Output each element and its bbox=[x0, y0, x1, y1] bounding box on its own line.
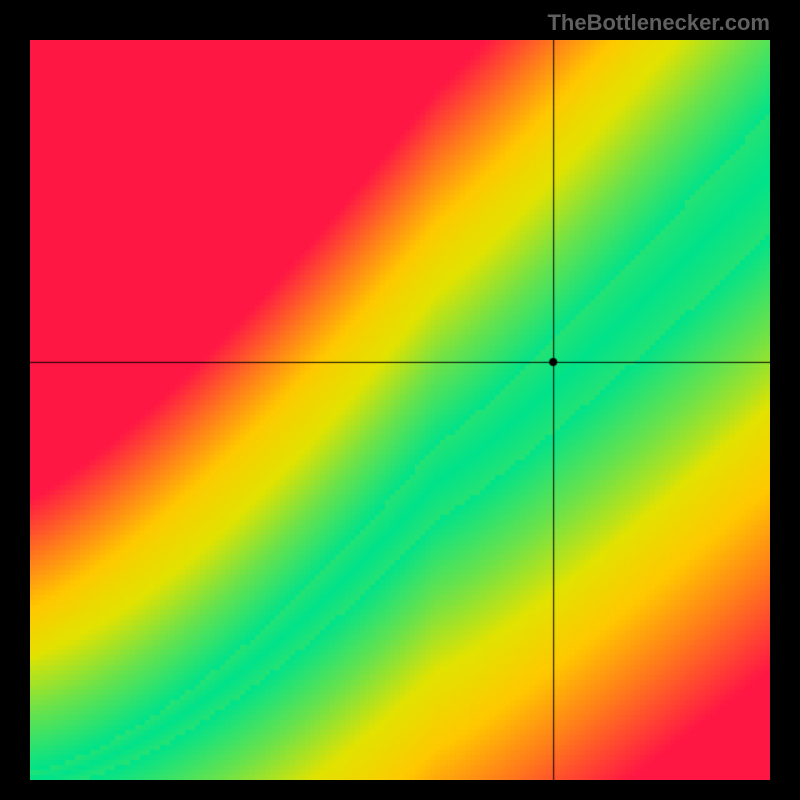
bottleneck-heatmap bbox=[30, 40, 770, 780]
heatmap-canvas bbox=[30, 40, 770, 780]
attribution-text: TheBottlenecker.com bbox=[547, 10, 770, 36]
